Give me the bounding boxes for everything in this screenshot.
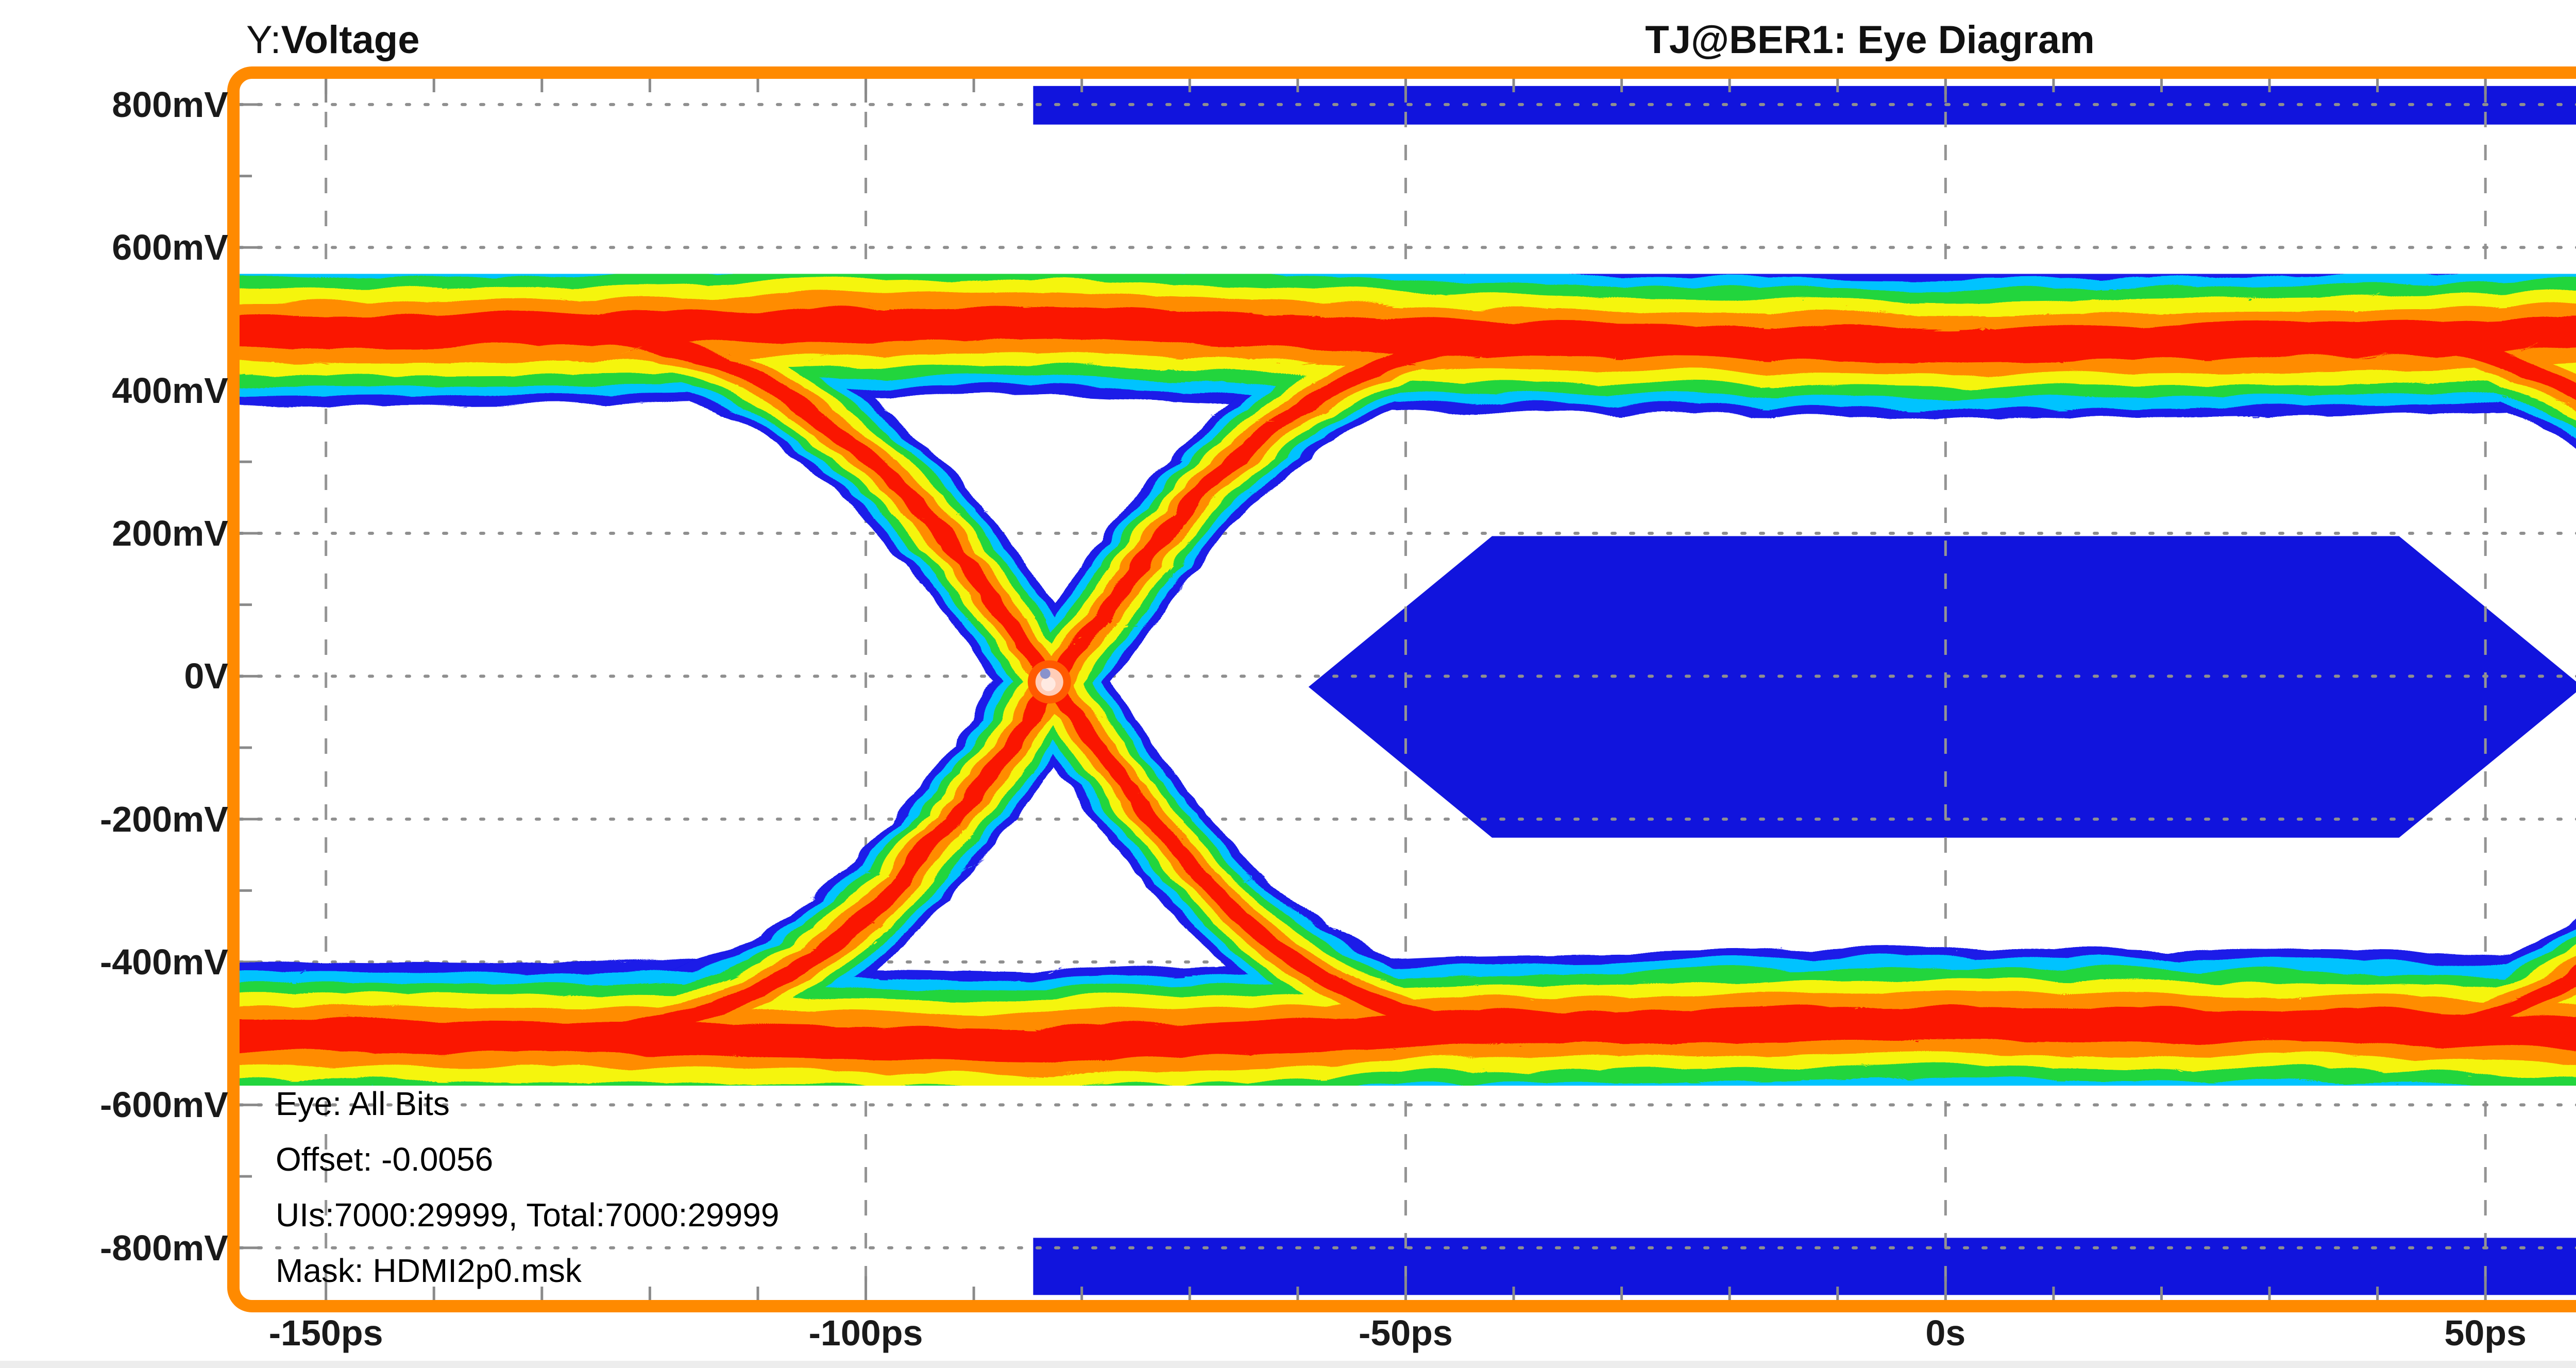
overlay-ui-counts: UIs:7000:29999, Total:7000:29999	[276, 1196, 779, 1234]
y-tick-label--200mV: -200mV	[99, 799, 228, 839]
x-tick-label--150ps: -150ps	[268, 1313, 383, 1353]
crossing-hotspots	[1027, 660, 1071, 704]
y-axis-prefix: Y:	[246, 18, 281, 62]
y-tick-label--400mV: -400mV	[99, 942, 228, 983]
overlay-mask-file: Mask: HDMI2p0.msk	[276, 1252, 582, 1289]
overlay-offset: Offset: -0.0056	[276, 1141, 494, 1178]
y-axis-name-text: Voltage	[281, 18, 420, 62]
y-tick-label-800mV: 800mV	[112, 84, 228, 125]
y-tick-label-200mV: 200mV	[112, 513, 228, 553]
x-tick-label-0s: 0s	[1925, 1313, 1966, 1353]
mask-hexagon	[1308, 536, 2576, 838]
y-tick-label-400mV: 400mV	[112, 370, 228, 411]
y-tick-label-600mV: 600mV	[112, 227, 228, 268]
y-tick-label-0V: 0V	[184, 656, 228, 697]
page-title: TJ@BER1: Eye Diagram	[1645, 18, 2095, 62]
plot-border	[227, 66, 2576, 1312]
crossing-hotspot-core	[1041, 677, 1056, 691]
y-axis-label: Y:Voltage	[246, 15, 419, 65]
high-level-band-layer-5	[240, 301, 2576, 359]
window-bottom-strip	[0, 1361, 2576, 1368]
eye-trace-clip	[240, 243, 2576, 1117]
low-level-band-layer-5	[240, 1003, 2576, 1059]
x-tick-label--50ps: -50ps	[1358, 1313, 1453, 1353]
eye-traces	[240, 243, 2576, 1117]
y-tick-label--600mV: -600mV	[99, 1085, 228, 1125]
mask-top-bar	[1033, 86, 2576, 125]
mask-bottom-bar	[1033, 1238, 2576, 1295]
crossing-hotspot-dot	[1040, 668, 1050, 679]
axis-tick-marks	[240, 79, 2487, 1300]
overlay-eye-source: Eye: All Bits	[276, 1085, 450, 1122]
x-tick-label-50ps: 50ps	[2444, 1313, 2527, 1353]
transition-trace-3-layer-5	[2348, 961, 2576, 1038]
x-tick-label--100ps: -100ps	[808, 1313, 923, 1353]
transition-trace-2-layer-5	[2348, 325, 2576, 402]
y-tick-label--800mV: -800mV	[99, 1227, 228, 1268]
